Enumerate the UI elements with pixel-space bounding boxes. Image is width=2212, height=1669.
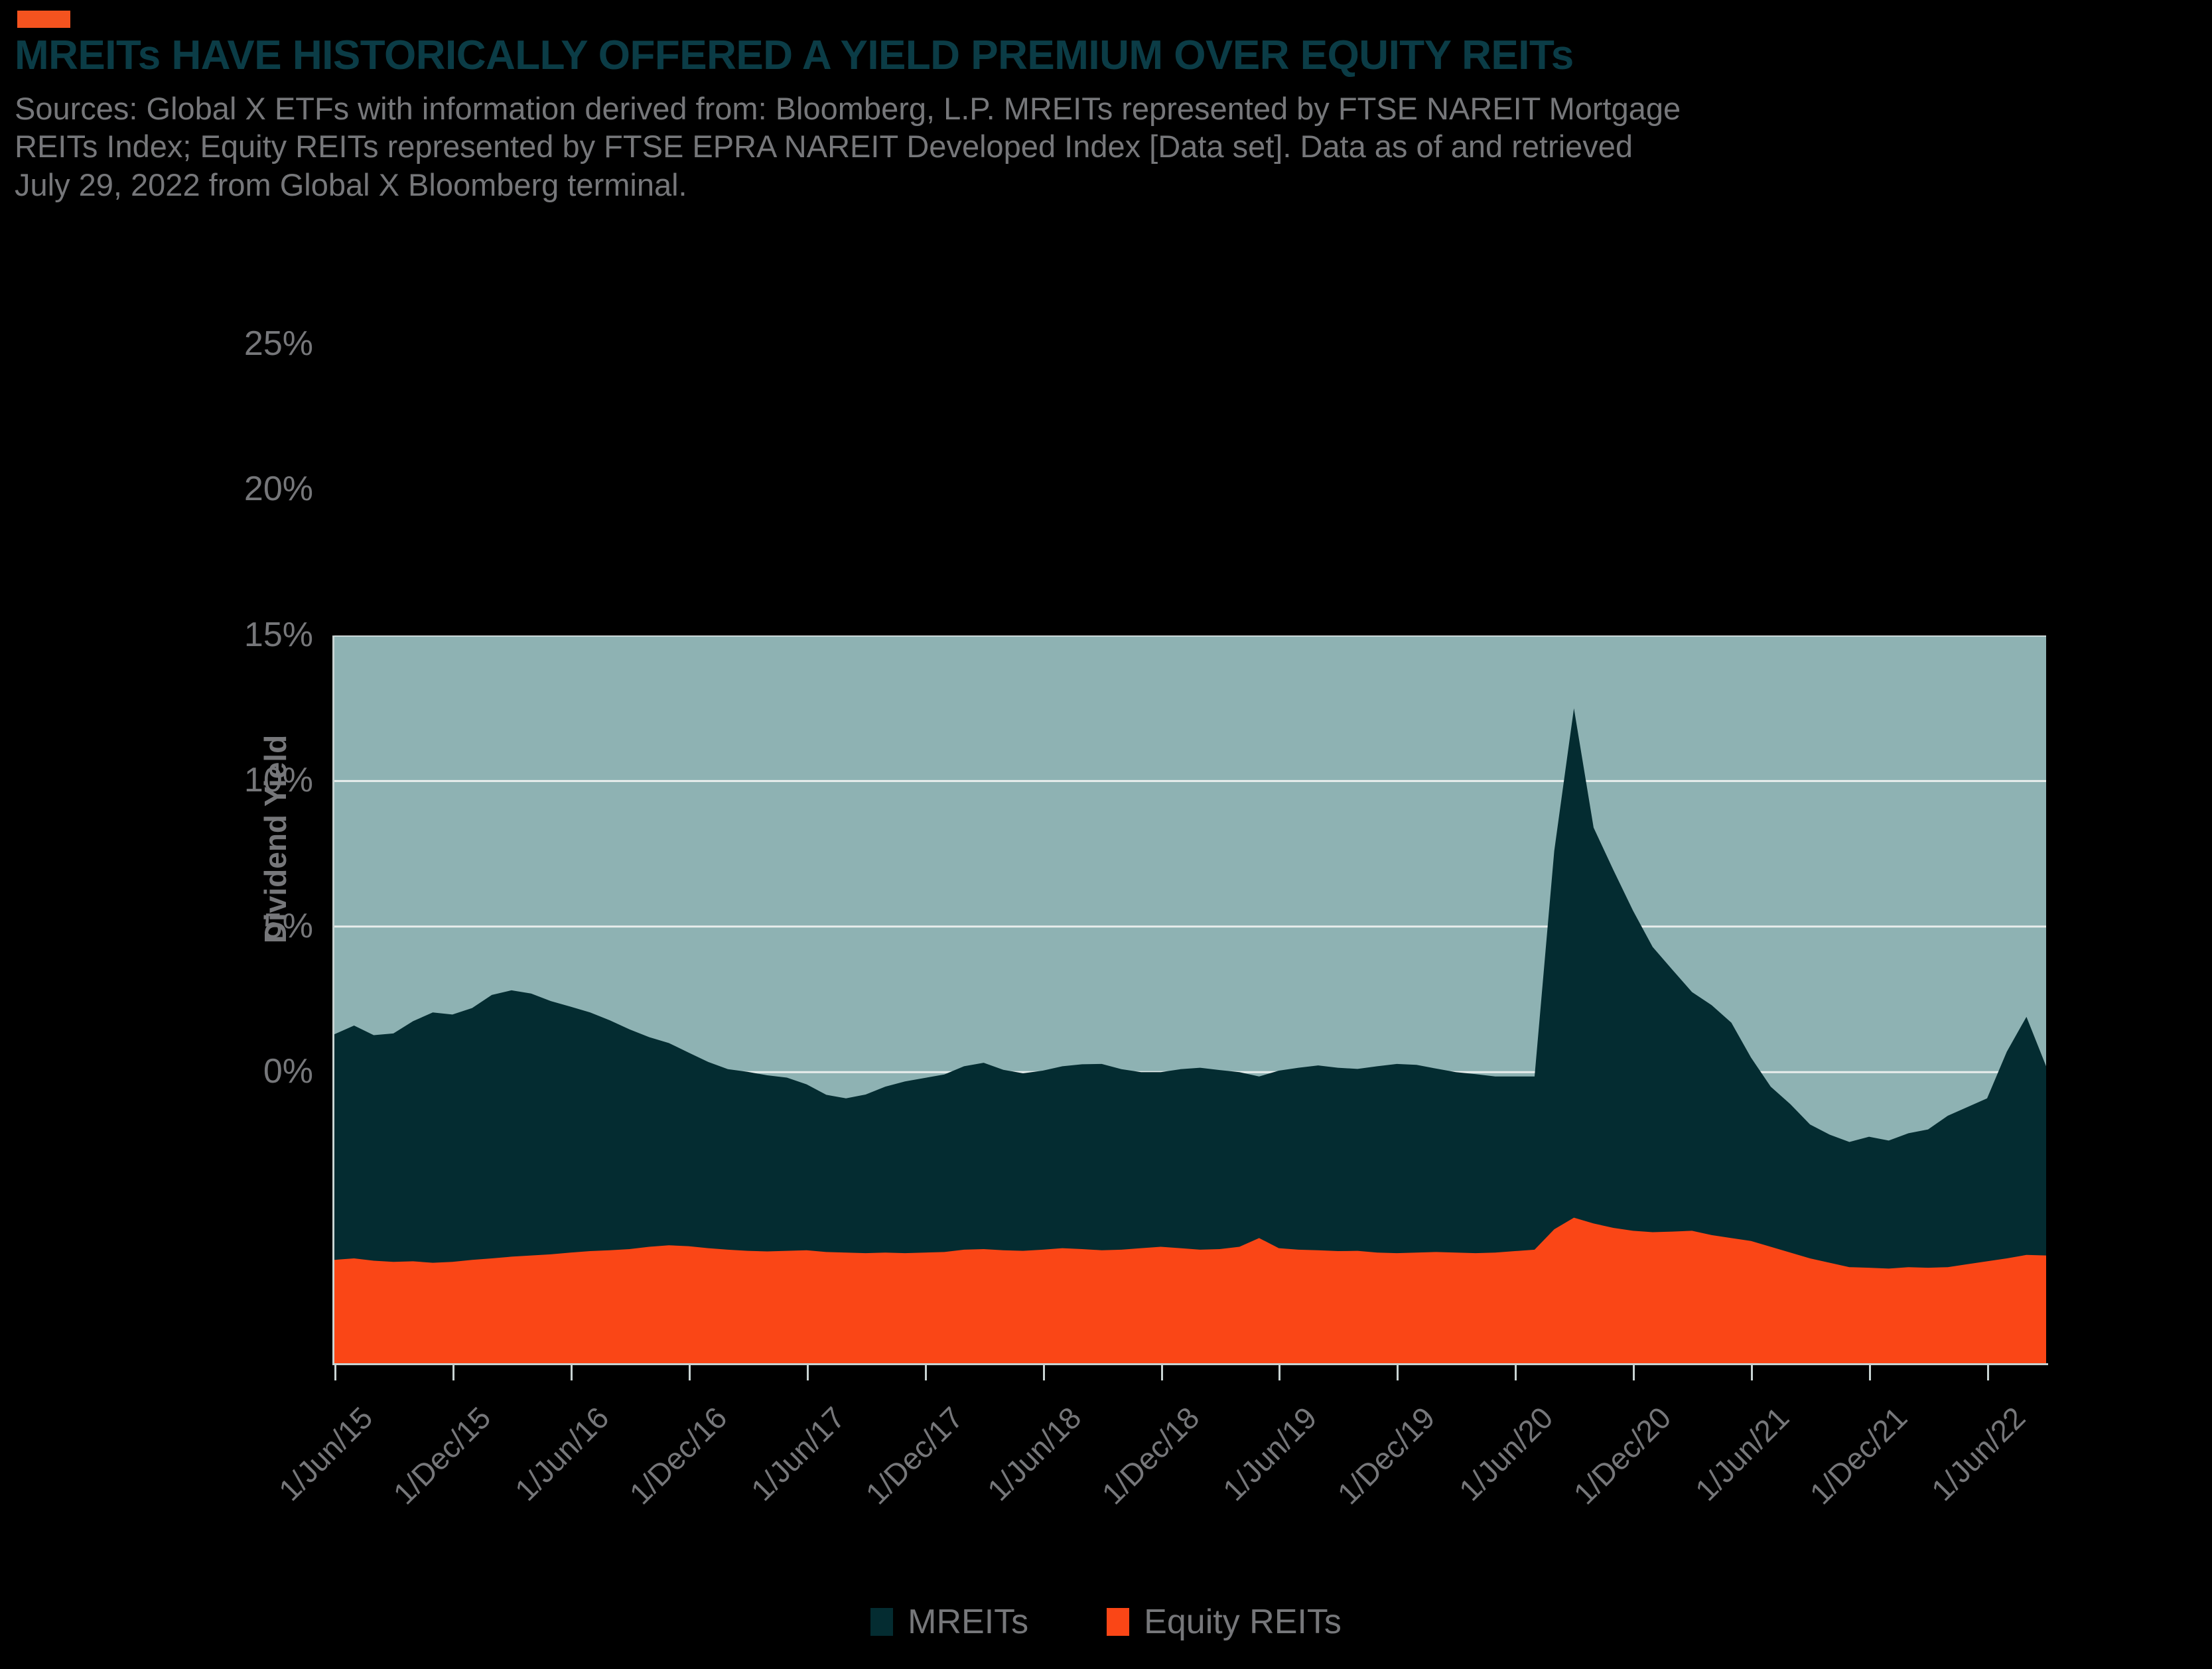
series-area-mreits [334, 708, 2046, 1363]
x-axis-tick [688, 1363, 691, 1380]
x-axis-tick [452, 1363, 454, 1380]
x-axis-tick [1633, 1363, 1635, 1380]
y-axis-tick-label: 5% [263, 906, 313, 945]
y-axis-tick-label: 20% [243, 470, 313, 509]
y-axis-tick-label: 25% [243, 324, 313, 363]
stacked-area-chart [334, 635, 2046, 1363]
y-axis-tick-label: 15% [243, 615, 313, 654]
x-axis-tick [1515, 1363, 1517, 1380]
legend-item[interactable]: Equity REITs [1107, 1605, 1342, 1639]
x-axis-tick [334, 1363, 336, 1380]
series-area-equity-reits [334, 1217, 2046, 1363]
plot-area [334, 635, 2046, 1363]
legend-swatch-icon [1107, 1608, 1130, 1636]
x-axis-tick [1869, 1363, 1872, 1380]
x-axis-tick-labels: 1/Jun/15 1/Dec/15 1/Jun/16 1/Dec/16 1/Jun/17… [0, 1380, 2212, 1579]
source-note: Sources: Global X ETFs with information … [15, 90, 2191, 204]
legend-label: MREITs [908, 1603, 1029, 1641]
x-axis-tick [1987, 1363, 1990, 1380]
chart-legend: MREITs Equity REITs [0, 1592, 2212, 1652]
x-axis-tick [806, 1363, 809, 1380]
x-axis-tick [924, 1363, 927, 1380]
x-axis-line [332, 1363, 2048, 1365]
x-axis-tick [1042, 1363, 1045, 1380]
x-axis-tick [570, 1363, 573, 1380]
source-note-line-1: Sources: Global X ETFs with information … [15, 91, 1681, 126]
y-axis-tick-label: 0% [263, 1052, 313, 1091]
accent-rule [17, 11, 70, 28]
source-note-line-3: July 29, 2022 from Global X Bloomberg te… [15, 167, 687, 202]
x-axis-ticks [334, 1363, 2046, 1380]
y-axis-tick-label: 10% [243, 761, 313, 800]
y-axis-line [332, 635, 334, 1365]
y-axis-tick-labels: 0% 5% 10% 15% 20% 25% [159, 292, 325, 1091]
chart-container: Dividend Yield 0% 5% 10% 15% 20% 25% 1/Jun/15… [0, 292, 2212, 1639]
x-axis-tick [1751, 1363, 1754, 1380]
source-note-line-2: REITs Index; Equity REITs represented by… [15, 129, 1633, 165]
x-axis-tick [1397, 1363, 1399, 1380]
x-axis-tick [1279, 1363, 1281, 1380]
legend-label: Equity REITs [1144, 1603, 1342, 1641]
page-title: MREITs HAVE HISTORICALLY OFFERED A YIELD… [15, 33, 1574, 78]
x-axis-tick [1160, 1363, 1163, 1380]
legend-swatch-icon [870, 1608, 894, 1636]
legend-item[interactable]: MREITs [870, 1605, 1028, 1639]
